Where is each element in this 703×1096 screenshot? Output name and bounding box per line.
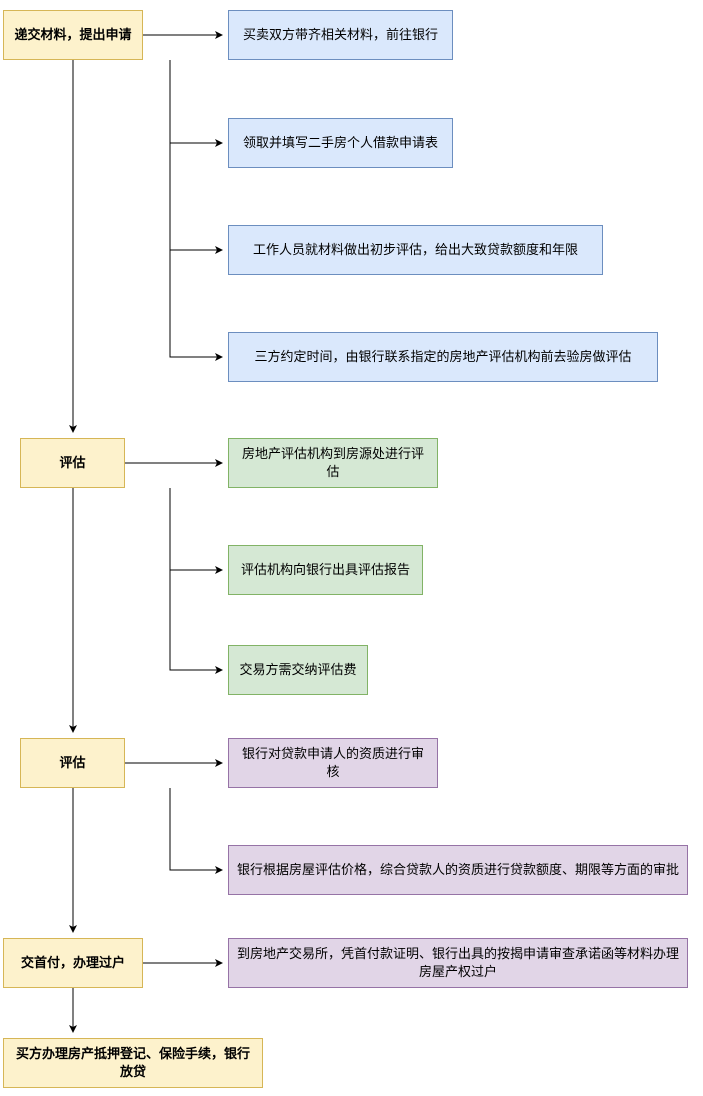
- node-label-b4: 三方约定时间，由银行联系指定的房地产评估机构前去验房做评估: [254, 348, 631, 366]
- node-b3: 工作人员就材料做出初步评估，给出大致贷款额度和年限: [228, 225, 603, 275]
- node-y3: 评估: [20, 738, 125, 788]
- edge-y2-g2: [170, 488, 222, 570]
- node-y2: 评估: [20, 438, 125, 488]
- node-g1: 房地产评估机构到房源处进行评估: [228, 438, 438, 488]
- node-label-p1: 银行对贷款申请人的资质进行审核: [237, 745, 429, 781]
- node-p1: 银行对贷款申请人的资质进行审核: [228, 738, 438, 788]
- node-label-y4: 交首付，办理过户: [21, 954, 125, 972]
- node-label-b3: 工作人员就材料做出初步评估，给出大致贷款额度和年限: [253, 241, 578, 259]
- node-g3: 交易方需交纳评估费: [228, 645, 368, 695]
- node-y5: 买方办理房产抵押登记、保险手续，银行放贷: [3, 1038, 263, 1088]
- edge-y3-p2: [170, 788, 222, 870]
- edge-y2-g3: [170, 570, 222, 670]
- node-p3: 到房地产交易所，凭首付款证明、银行出具的按揭申请审查承诺函等材料办理房屋产权过户: [228, 938, 688, 988]
- node-label-y5: 买方办理房产抵押登记、保险手续，银行放贷: [12, 1045, 254, 1081]
- node-label-g1: 房地产评估机构到房源处进行评估: [237, 445, 429, 481]
- node-label-p3: 到房地产交易所，凭首付款证明、银行出具的按揭申请审查承诺函等材料办理房屋产权过户: [237, 945, 679, 981]
- node-label-b2: 领取并填写二手房个人借款申请表: [243, 134, 438, 152]
- node-label-y1: 递交材料，提出申请: [14, 26, 131, 44]
- edge-y1-b3: [170, 143, 222, 250]
- node-label-g3: 交易方需交纳评估费: [239, 661, 356, 679]
- node-label-p2: 银行根据房屋评估价格，综合贷款人的资质进行贷款额度、期限等方面的审批: [237, 861, 679, 879]
- edge-y1-b2: [170, 60, 222, 143]
- node-label-y2: 评估: [59, 454, 85, 472]
- node-p2: 银行根据房屋评估价格，综合贷款人的资质进行贷款额度、期限等方面的审批: [228, 845, 688, 895]
- node-g2: 评估机构向银行出具评估报告: [228, 545, 423, 595]
- node-b4: 三方约定时间，由银行联系指定的房地产评估机构前去验房做评估: [228, 332, 658, 382]
- edge-y1-b4: [170, 250, 222, 357]
- node-label-g2: 评估机构向银行出具评估报告: [241, 561, 410, 579]
- node-label-y3: 评估: [59, 754, 85, 772]
- node-b1: 买卖双方带齐相关材料，前往银行: [228, 10, 453, 60]
- node-y1: 递交材料，提出申请: [3, 10, 143, 60]
- node-b2: 领取并填写二手房个人借款申请表: [228, 118, 453, 168]
- node-y4: 交首付，办理过户: [3, 938, 143, 988]
- node-label-b1: 买卖双方带齐相关材料，前往银行: [243, 26, 438, 44]
